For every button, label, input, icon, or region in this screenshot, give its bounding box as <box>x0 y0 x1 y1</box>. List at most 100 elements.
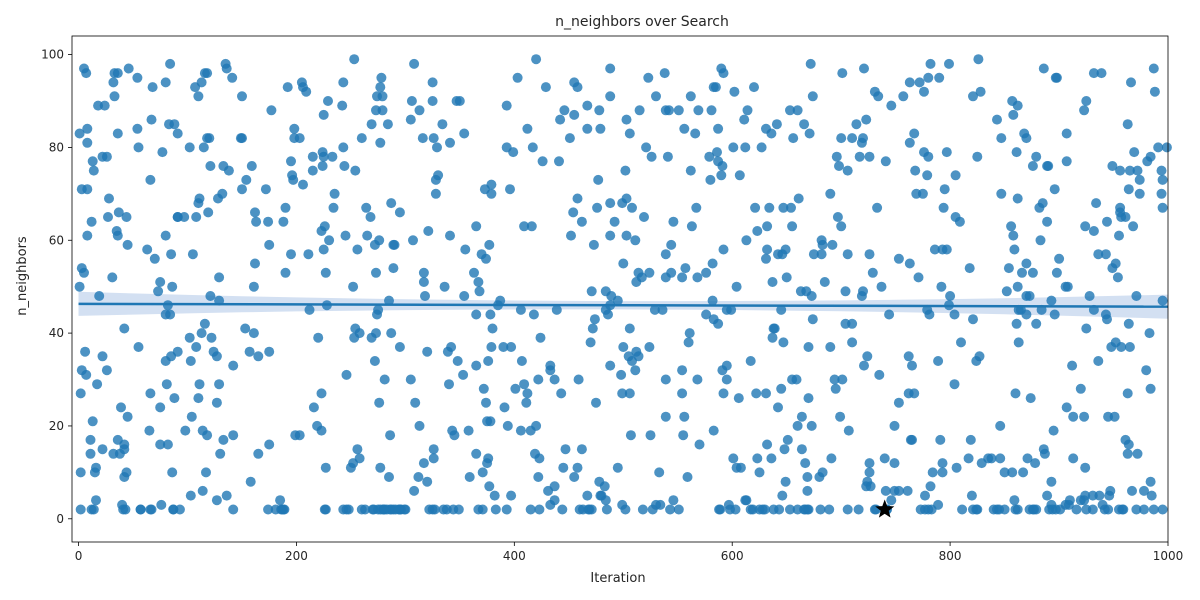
data-point <box>659 68 670 79</box>
data-point <box>909 388 920 399</box>
data-point <box>1157 174 1168 185</box>
data-point <box>745 504 756 515</box>
data-point <box>160 356 171 366</box>
data-point <box>686 221 697 232</box>
data-point <box>155 402 166 413</box>
data-point <box>781 272 792 283</box>
data-point <box>361 202 372 213</box>
data-point <box>792 504 803 515</box>
data-point <box>1128 221 1139 232</box>
data-point <box>248 281 259 292</box>
data-point <box>712 147 722 158</box>
data-point <box>97 444 108 455</box>
data-point <box>221 490 232 501</box>
data-point <box>862 351 873 362</box>
data-point <box>263 216 274 227</box>
data-point <box>605 198 616 209</box>
data-point <box>410 397 421 408</box>
data-point <box>199 318 210 329</box>
data-point <box>684 328 695 339</box>
data-point <box>847 337 858 348</box>
data-point <box>926 504 937 515</box>
data-point <box>86 216 97 227</box>
data-point <box>196 77 207 88</box>
y-tick-label: 60 <box>49 233 64 247</box>
data-point <box>459 291 470 301</box>
data-point <box>1013 337 1024 348</box>
data-point <box>1081 96 1092 106</box>
data-point <box>122 239 133 250</box>
data-point <box>354 328 365 339</box>
data-point <box>405 114 416 125</box>
data-point <box>806 291 817 301</box>
data-point <box>452 356 463 366</box>
data-point <box>214 272 225 283</box>
data-point <box>286 156 296 167</box>
data-point <box>119 323 130 334</box>
data-point <box>194 379 205 390</box>
data-point <box>250 207 260 218</box>
data-point <box>109 91 120 102</box>
data-point <box>1031 318 1042 329</box>
data-point <box>280 202 291 213</box>
data-point <box>785 105 795 116</box>
data-point <box>817 467 828 478</box>
data-point <box>208 346 219 357</box>
data-point <box>925 481 936 492</box>
data-point <box>924 309 935 320</box>
data-point <box>218 434 229 445</box>
data-point <box>601 504 612 515</box>
data-point <box>824 504 835 515</box>
data-point <box>101 151 112 162</box>
data-point <box>1156 165 1167 176</box>
data-point <box>558 462 569 473</box>
data-point <box>968 314 978 325</box>
data-point <box>876 281 887 292</box>
data-point <box>569 77 580 88</box>
data-point <box>1112 272 1123 283</box>
data-point <box>1003 263 1014 274</box>
data-point <box>490 504 501 515</box>
data-point <box>1075 383 1086 394</box>
data-point <box>215 448 226 459</box>
data-point <box>535 332 546 343</box>
data-point <box>1105 485 1116 496</box>
data-point <box>856 291 867 301</box>
data-point <box>384 295 394 306</box>
data-point <box>677 272 688 283</box>
data-point <box>185 490 196 501</box>
data-point <box>761 253 771 264</box>
data-point <box>1008 230 1019 241</box>
data-point <box>874 369 885 380</box>
data-point <box>240 323 251 334</box>
data-point <box>119 444 130 455</box>
data-point <box>409 58 420 69</box>
data-point <box>766 453 777 464</box>
data-point <box>728 453 739 464</box>
data-point <box>430 188 441 199</box>
data-point <box>193 91 204 102</box>
data-point <box>424 504 435 515</box>
data-point <box>482 416 493 427</box>
data-point <box>289 123 300 134</box>
data-point <box>799 119 810 130</box>
data-point <box>740 142 751 153</box>
data-point <box>796 411 807 422</box>
data-point <box>559 105 570 116</box>
data-point <box>815 504 826 515</box>
data-point <box>646 151 657 162</box>
data-point <box>609 216 620 227</box>
data-point <box>531 420 542 431</box>
data-point <box>459 128 470 139</box>
data-point <box>1127 485 1137 496</box>
data-point <box>420 291 430 301</box>
data-point <box>356 133 367 144</box>
data-point <box>1080 221 1091 232</box>
data-point <box>636 272 647 283</box>
data-point <box>762 439 773 450</box>
data-point <box>388 263 399 274</box>
data-point <box>805 58 816 69</box>
data-point <box>1114 504 1124 515</box>
data-point <box>1122 448 1133 459</box>
data-point <box>1068 411 1079 422</box>
